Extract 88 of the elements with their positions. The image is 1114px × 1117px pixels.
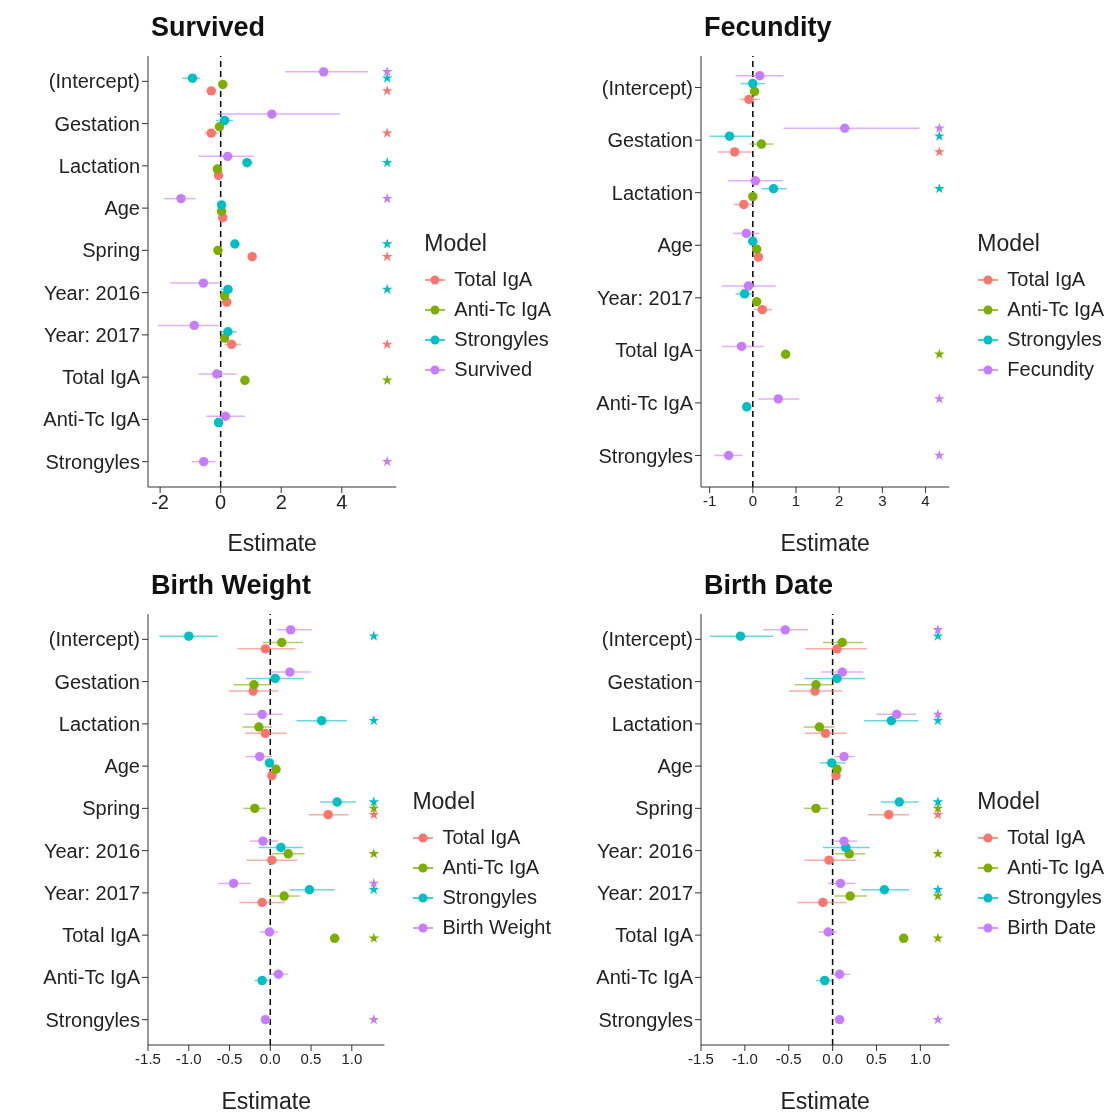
legend-label: Strongyles bbox=[442, 886, 537, 909]
x-tick-label: -1.5 bbox=[135, 1049, 161, 1067]
y-tick-label: (Intercept) bbox=[601, 628, 693, 651]
legend-label: Total IgA bbox=[1007, 826, 1086, 849]
y-tick-label: Anti-Tc IgA bbox=[43, 408, 141, 431]
y-tick-label: (Intercept) bbox=[48, 70, 140, 93]
y-tick-label: Lactation bbox=[611, 712, 693, 735]
x-tick-label: -1.5 bbox=[688, 1049, 714, 1067]
y-tick-label: Age bbox=[104, 197, 140, 220]
chart-title: Birth Weight bbox=[150, 569, 312, 602]
y-tick-label: Strongyles bbox=[45, 450, 140, 473]
legend-label: Strongyles bbox=[1007, 886, 1102, 909]
legend-label: Anti-Tc IgA bbox=[454, 298, 551, 321]
legend-label: Total IgA bbox=[454, 268, 533, 291]
y-tick-label: Anti-Tc IgA bbox=[43, 966, 141, 989]
y-tick-label: Strongyles bbox=[598, 1008, 693, 1031]
legend-title: Model bbox=[977, 229, 1041, 257]
x-tick-label: 1.0 bbox=[341, 1049, 363, 1067]
x-tick-label: 0.0 bbox=[822, 1049, 844, 1067]
y-tick-label: Spring bbox=[82, 239, 140, 262]
x-tick-label: 0.5 bbox=[300, 1049, 322, 1067]
legend-label: Anti-Tc IgA bbox=[1007, 856, 1104, 879]
x-axis-title: Estimate bbox=[780, 530, 870, 556]
legend-label: Strongyles bbox=[454, 328, 549, 351]
y-tick-label: Strongyles bbox=[598, 444, 693, 467]
legend-label: Fecundity bbox=[1007, 358, 1095, 381]
x-tick-label: 2 bbox=[835, 491, 844, 509]
y-tick-label: Anti-Tc IgA bbox=[596, 966, 694, 989]
x-tick-label: 3 bbox=[878, 491, 887, 509]
chart-title: Birth Date bbox=[703, 569, 834, 602]
y-tick-label: Year: 2017 bbox=[596, 286, 693, 309]
x-axis-title: Estimate bbox=[221, 1088, 311, 1114]
x-tick-label: -0.5 bbox=[216, 1049, 243, 1067]
x-tick-label: 0.0 bbox=[259, 1049, 281, 1067]
y-tick-label: Year: 2017 bbox=[43, 881, 140, 904]
y-tick-label: Gestation bbox=[54, 112, 140, 135]
legend-label: Birth Date bbox=[1007, 916, 1097, 939]
x-tick-label: -1 bbox=[702, 491, 717, 509]
legend-title: Model bbox=[424, 229, 488, 257]
y-tick-label: Lactation bbox=[58, 154, 140, 177]
y-tick-label: Year: 2016 bbox=[43, 281, 140, 304]
x-tick-label: 0.5 bbox=[866, 1049, 887, 1067]
legend-label: Total IgA bbox=[1007, 268, 1086, 291]
y-tick-label: (Intercept) bbox=[48, 628, 140, 651]
y-tick-label: Year: 2016 bbox=[43, 839, 140, 862]
x-tick-label: 4 bbox=[921, 491, 930, 509]
y-tick-label: Anti-Tc IgA bbox=[596, 392, 694, 414]
y-tick-label: Lactation bbox=[58, 712, 140, 735]
legend-label: Anti-Tc IgA bbox=[1007, 298, 1104, 321]
x-tick-label: 2 bbox=[275, 491, 287, 514]
legend-label: Total IgA bbox=[442, 826, 521, 849]
y-tick-label: Age bbox=[657, 755, 693, 778]
legend-label: Birth Weight bbox=[442, 916, 551, 939]
x-tick-label: -0.5 bbox=[775, 1049, 802, 1067]
legend-label: Strongyles bbox=[1007, 328, 1102, 351]
y-tick-label: (Intercept) bbox=[601, 76, 693, 99]
x-axis-title: Estimate bbox=[227, 530, 317, 556]
x-tick-label: -1.0 bbox=[731, 1049, 758, 1067]
y-tick-label: Gestation bbox=[54, 670, 140, 693]
y-tick-label: Age bbox=[104, 755, 140, 778]
legend-title: Model bbox=[412, 787, 477, 815]
x-tick-label: 0 bbox=[748, 491, 757, 509]
y-tick-label: Total IgA bbox=[62, 366, 141, 389]
legend-label: Survived bbox=[454, 358, 533, 381]
y-tick-label: Gestation bbox=[607, 129, 693, 152]
y-tick-label: Spring bbox=[82, 797, 140, 820]
legend-label: Anti-Tc IgA bbox=[442, 856, 540, 879]
y-tick-label: Total IgA bbox=[62, 924, 141, 947]
y-tick-label: Year: 2016 bbox=[596, 839, 693, 862]
y-tick-label: Total IgA bbox=[615, 924, 694, 947]
x-tick-label: -2 bbox=[151, 491, 170, 514]
y-tick-label: Age bbox=[657, 234, 693, 257]
y-tick-label: Spring bbox=[635, 797, 693, 820]
legend-title: Model bbox=[977, 787, 1041, 815]
x-tick-label: 1.0 bbox=[909, 1049, 931, 1067]
x-tick-label: -1.0 bbox=[175, 1049, 202, 1067]
x-tick-label: 4 bbox=[336, 491, 348, 514]
chart-title: Fecundity bbox=[703, 11, 833, 44]
x-tick-label: 1 bbox=[791, 491, 801, 509]
y-tick-label: Gestation bbox=[607, 670, 693, 693]
y-tick-label: Total IgA bbox=[615, 339, 694, 362]
chart-title: Survived bbox=[150, 11, 267, 44]
y-tick-label: Year: 2017 bbox=[596, 881, 693, 904]
x-axis-title: Estimate bbox=[780, 1088, 870, 1114]
y-tick-label: Year: 2017 bbox=[43, 323, 140, 346]
y-tick-label: Lactation bbox=[611, 181, 693, 204]
y-tick-label: Strongyles bbox=[45, 1008, 140, 1031]
x-tick-label: 0 bbox=[215, 491, 227, 514]
